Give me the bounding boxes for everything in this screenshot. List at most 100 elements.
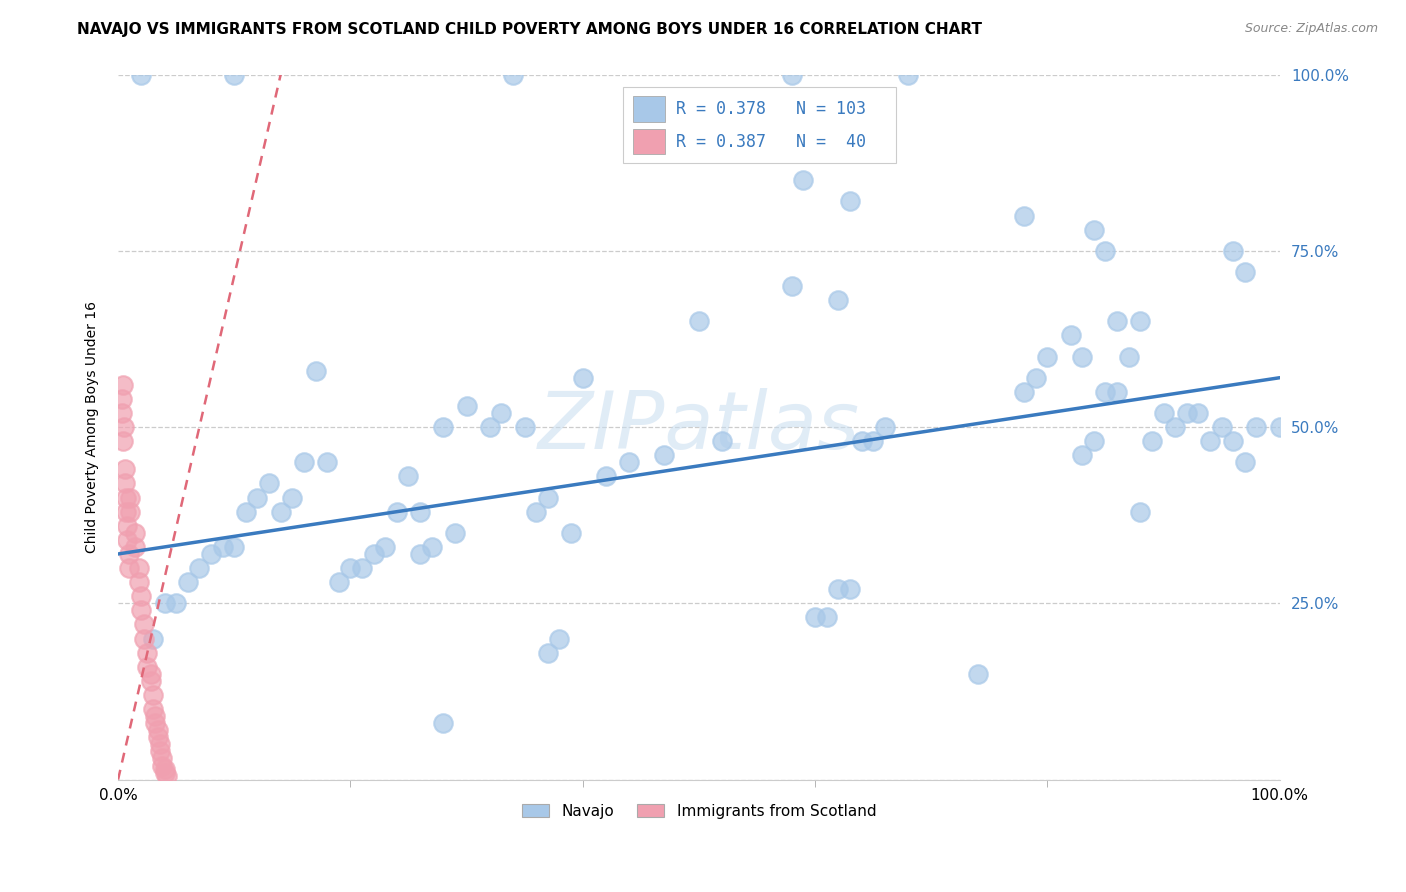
- Point: [617, 455, 640, 469]
- Point: [142, 702, 165, 716]
- Point: [114, 476, 136, 491]
- Point: [827, 582, 849, 597]
- Point: [117, 547, 139, 561]
- Text: NAVAJO VS IMMIGRANTS FROM SCOTLAND CHILD POVERTY AMONG BOYS UNDER 16 CORRELATION: NAVAJO VS IMMIGRANTS FROM SCOTLAND CHILD…: [77, 22, 983, 37]
- Point: [281, 491, 304, 505]
- Y-axis label: Child Poverty Among Boys Under 16: Child Poverty Among Boys Under 16: [86, 301, 100, 553]
- Point: [132, 632, 155, 646]
- Point: [444, 525, 467, 540]
- Point: [136, 660, 159, 674]
- Point: [115, 491, 138, 505]
- Point: [117, 533, 139, 547]
- Point: [146, 731, 169, 745]
- Point: [398, 469, 420, 483]
- FancyBboxPatch shape: [633, 96, 665, 122]
- Point: [142, 632, 165, 646]
- Text: ZIPatlas: ZIPatlas: [538, 388, 860, 466]
- Point: [1222, 244, 1244, 258]
- Point: [851, 434, 873, 449]
- Point: [328, 575, 350, 590]
- Point: [420, 540, 443, 554]
- Point: [1012, 209, 1035, 223]
- Point: [146, 723, 169, 738]
- Legend: Navajo, Immigrants from Scotland: Navajo, Immigrants from Scotland: [516, 797, 883, 825]
- Point: [1012, 384, 1035, 399]
- Point: [153, 765, 176, 780]
- Point: [711, 434, 734, 449]
- Point: [124, 540, 146, 554]
- Point: [1175, 406, 1198, 420]
- Point: [304, 364, 326, 378]
- Point: [1071, 448, 1094, 462]
- Point: [111, 434, 134, 449]
- Text: Source: ZipAtlas.com: Source: ZipAtlas.com: [1244, 22, 1378, 36]
- Point: [1107, 384, 1129, 399]
- Point: [136, 646, 159, 660]
- Point: [350, 561, 373, 575]
- Point: [339, 561, 361, 575]
- Point: [128, 561, 150, 575]
- Point: [827, 293, 849, 307]
- Point: [129, 589, 152, 603]
- Point: [165, 596, 187, 610]
- Point: [149, 744, 172, 758]
- Point: [316, 455, 339, 469]
- Point: [128, 575, 150, 590]
- Point: [1107, 314, 1129, 328]
- Point: [1199, 434, 1222, 449]
- Point: [235, 505, 257, 519]
- Point: [142, 688, 165, 702]
- Point: [652, 448, 675, 462]
- Point: [966, 666, 988, 681]
- Point: [1187, 406, 1209, 420]
- Point: [188, 561, 211, 575]
- Point: [111, 377, 134, 392]
- Point: [224, 540, 246, 554]
- Point: [112, 420, 135, 434]
- Point: [804, 610, 827, 624]
- Point: [1025, 370, 1047, 384]
- Point: [1153, 406, 1175, 420]
- Point: [409, 505, 432, 519]
- Point: [124, 525, 146, 540]
- Point: [177, 575, 200, 590]
- Point: [150, 758, 173, 772]
- Point: [118, 491, 141, 505]
- Text: R = 0.378   N = 103: R = 0.378 N = 103: [676, 100, 866, 118]
- Point: [1129, 505, 1152, 519]
- Point: [246, 491, 269, 505]
- Point: [548, 632, 571, 646]
- Point: [815, 610, 838, 624]
- Point: [502, 68, 524, 82]
- Point: [1036, 350, 1059, 364]
- Point: [129, 603, 152, 617]
- Point: [1268, 420, 1291, 434]
- Point: [1222, 434, 1244, 449]
- Point: [1083, 434, 1105, 449]
- FancyBboxPatch shape: [623, 87, 897, 162]
- Point: [153, 596, 176, 610]
- FancyBboxPatch shape: [633, 128, 665, 154]
- Point: [491, 406, 513, 420]
- Point: [1083, 222, 1105, 236]
- Point: [409, 547, 432, 561]
- Point: [1094, 244, 1116, 258]
- Point: [114, 462, 136, 476]
- Point: [374, 540, 396, 554]
- Point: [257, 476, 280, 491]
- Point: [117, 561, 139, 575]
- Point: [1140, 434, 1163, 449]
- Point: [513, 420, 536, 434]
- Point: [780, 68, 803, 82]
- Point: [143, 709, 166, 723]
- Point: [150, 751, 173, 765]
- Point: [897, 68, 920, 82]
- Point: [1129, 314, 1152, 328]
- Point: [110, 406, 132, 420]
- Point: [780, 279, 803, 293]
- Point: [862, 434, 884, 449]
- Point: [132, 617, 155, 632]
- Point: [688, 314, 710, 328]
- Point: [432, 420, 454, 434]
- Point: [129, 68, 152, 82]
